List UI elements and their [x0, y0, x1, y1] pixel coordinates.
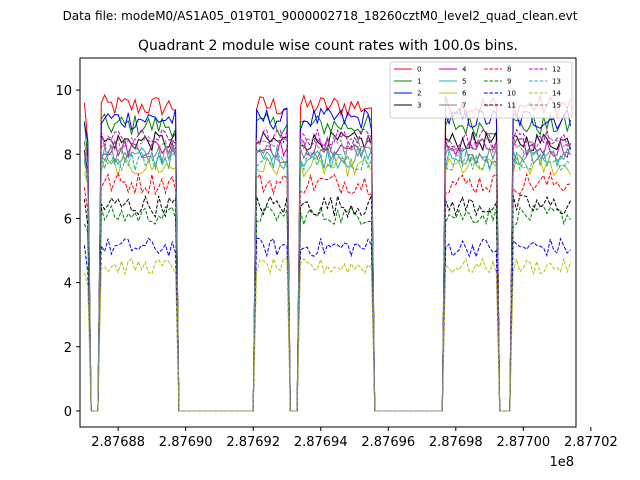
x-tick-label: 2.87698: [429, 435, 483, 450]
axes-frame: [79, 57, 577, 428]
series-line-8: [83, 171, 571, 412]
series-line-5: [83, 145, 572, 412]
series-line-9: [83, 204, 571, 412]
plot-area: [83, 93, 572, 412]
y-axis: 0 2 4 6 8 10: [55, 84, 80, 420]
legend-label-6: 6: [462, 90, 467, 98]
legend-label-11: 11: [507, 102, 516, 110]
series-line-13: [83, 150, 571, 412]
y-tick-label: 6: [64, 212, 72, 227]
series-line-11: [83, 194, 572, 412]
y-tick-label: 2: [64, 341, 72, 356]
legend-box: [389, 61, 573, 119]
x-tick-label: 2.87700: [496, 435, 550, 450]
y-tick-label: 0: [64, 405, 72, 420]
series-line-15: [83, 133, 571, 412]
series-line-2: [83, 107, 572, 412]
legend-label-15: 15: [552, 102, 561, 110]
series-line-7: [83, 143, 571, 412]
x-tick-label: 2.87688: [91, 435, 145, 450]
x-tick-label: 2.87690: [159, 435, 213, 450]
y-tick-label: 10: [55, 84, 72, 99]
legend-label-13: 13: [552, 78, 561, 86]
legend-label-4: 4: [462, 66, 467, 74]
legend-label-10: 10: [507, 90, 516, 98]
series-line-6: [83, 156, 572, 412]
y-tick-label: 4: [64, 277, 72, 292]
series-line-1: [83, 112, 572, 412]
legend-label-3: 3: [417, 102, 421, 110]
legend-label-9: 9: [507, 78, 511, 86]
x-tick-label: 2.87692: [226, 435, 280, 450]
x-offset-label: 1e8: [549, 455, 574, 470]
y-tick-label: 8: [64, 148, 72, 163]
x-tick-label: 2.87696: [361, 435, 415, 450]
legend-label-8: 8: [507, 66, 511, 74]
series-line-10: [83, 237, 571, 412]
legend-label-1: 1: [417, 78, 421, 86]
legend-label-14: 14: [552, 90, 561, 98]
x-tick-label: 2.87694: [294, 435, 348, 450]
series-line-14: [83, 257, 572, 412]
legend-label-0: 0: [417, 66, 421, 74]
legend-label-2: 2: [417, 90, 421, 98]
legend-label-5: 5: [462, 78, 466, 86]
x-tick-label: 2.87702: [564, 435, 618, 450]
legend-label-12: 12: [552, 66, 561, 74]
chart-title: Quadrant 2 module wise count rates with …: [138, 38, 518, 54]
x-axis: 2.87688 2.87690 2.87692 2.87694 2.87696 2.876…: [91, 427, 618, 450]
chart-suptitle: Data file: modeM0/AS1A05_019T01_90000027…: [63, 9, 578, 23]
legend-label-7: 7: [462, 102, 466, 110]
